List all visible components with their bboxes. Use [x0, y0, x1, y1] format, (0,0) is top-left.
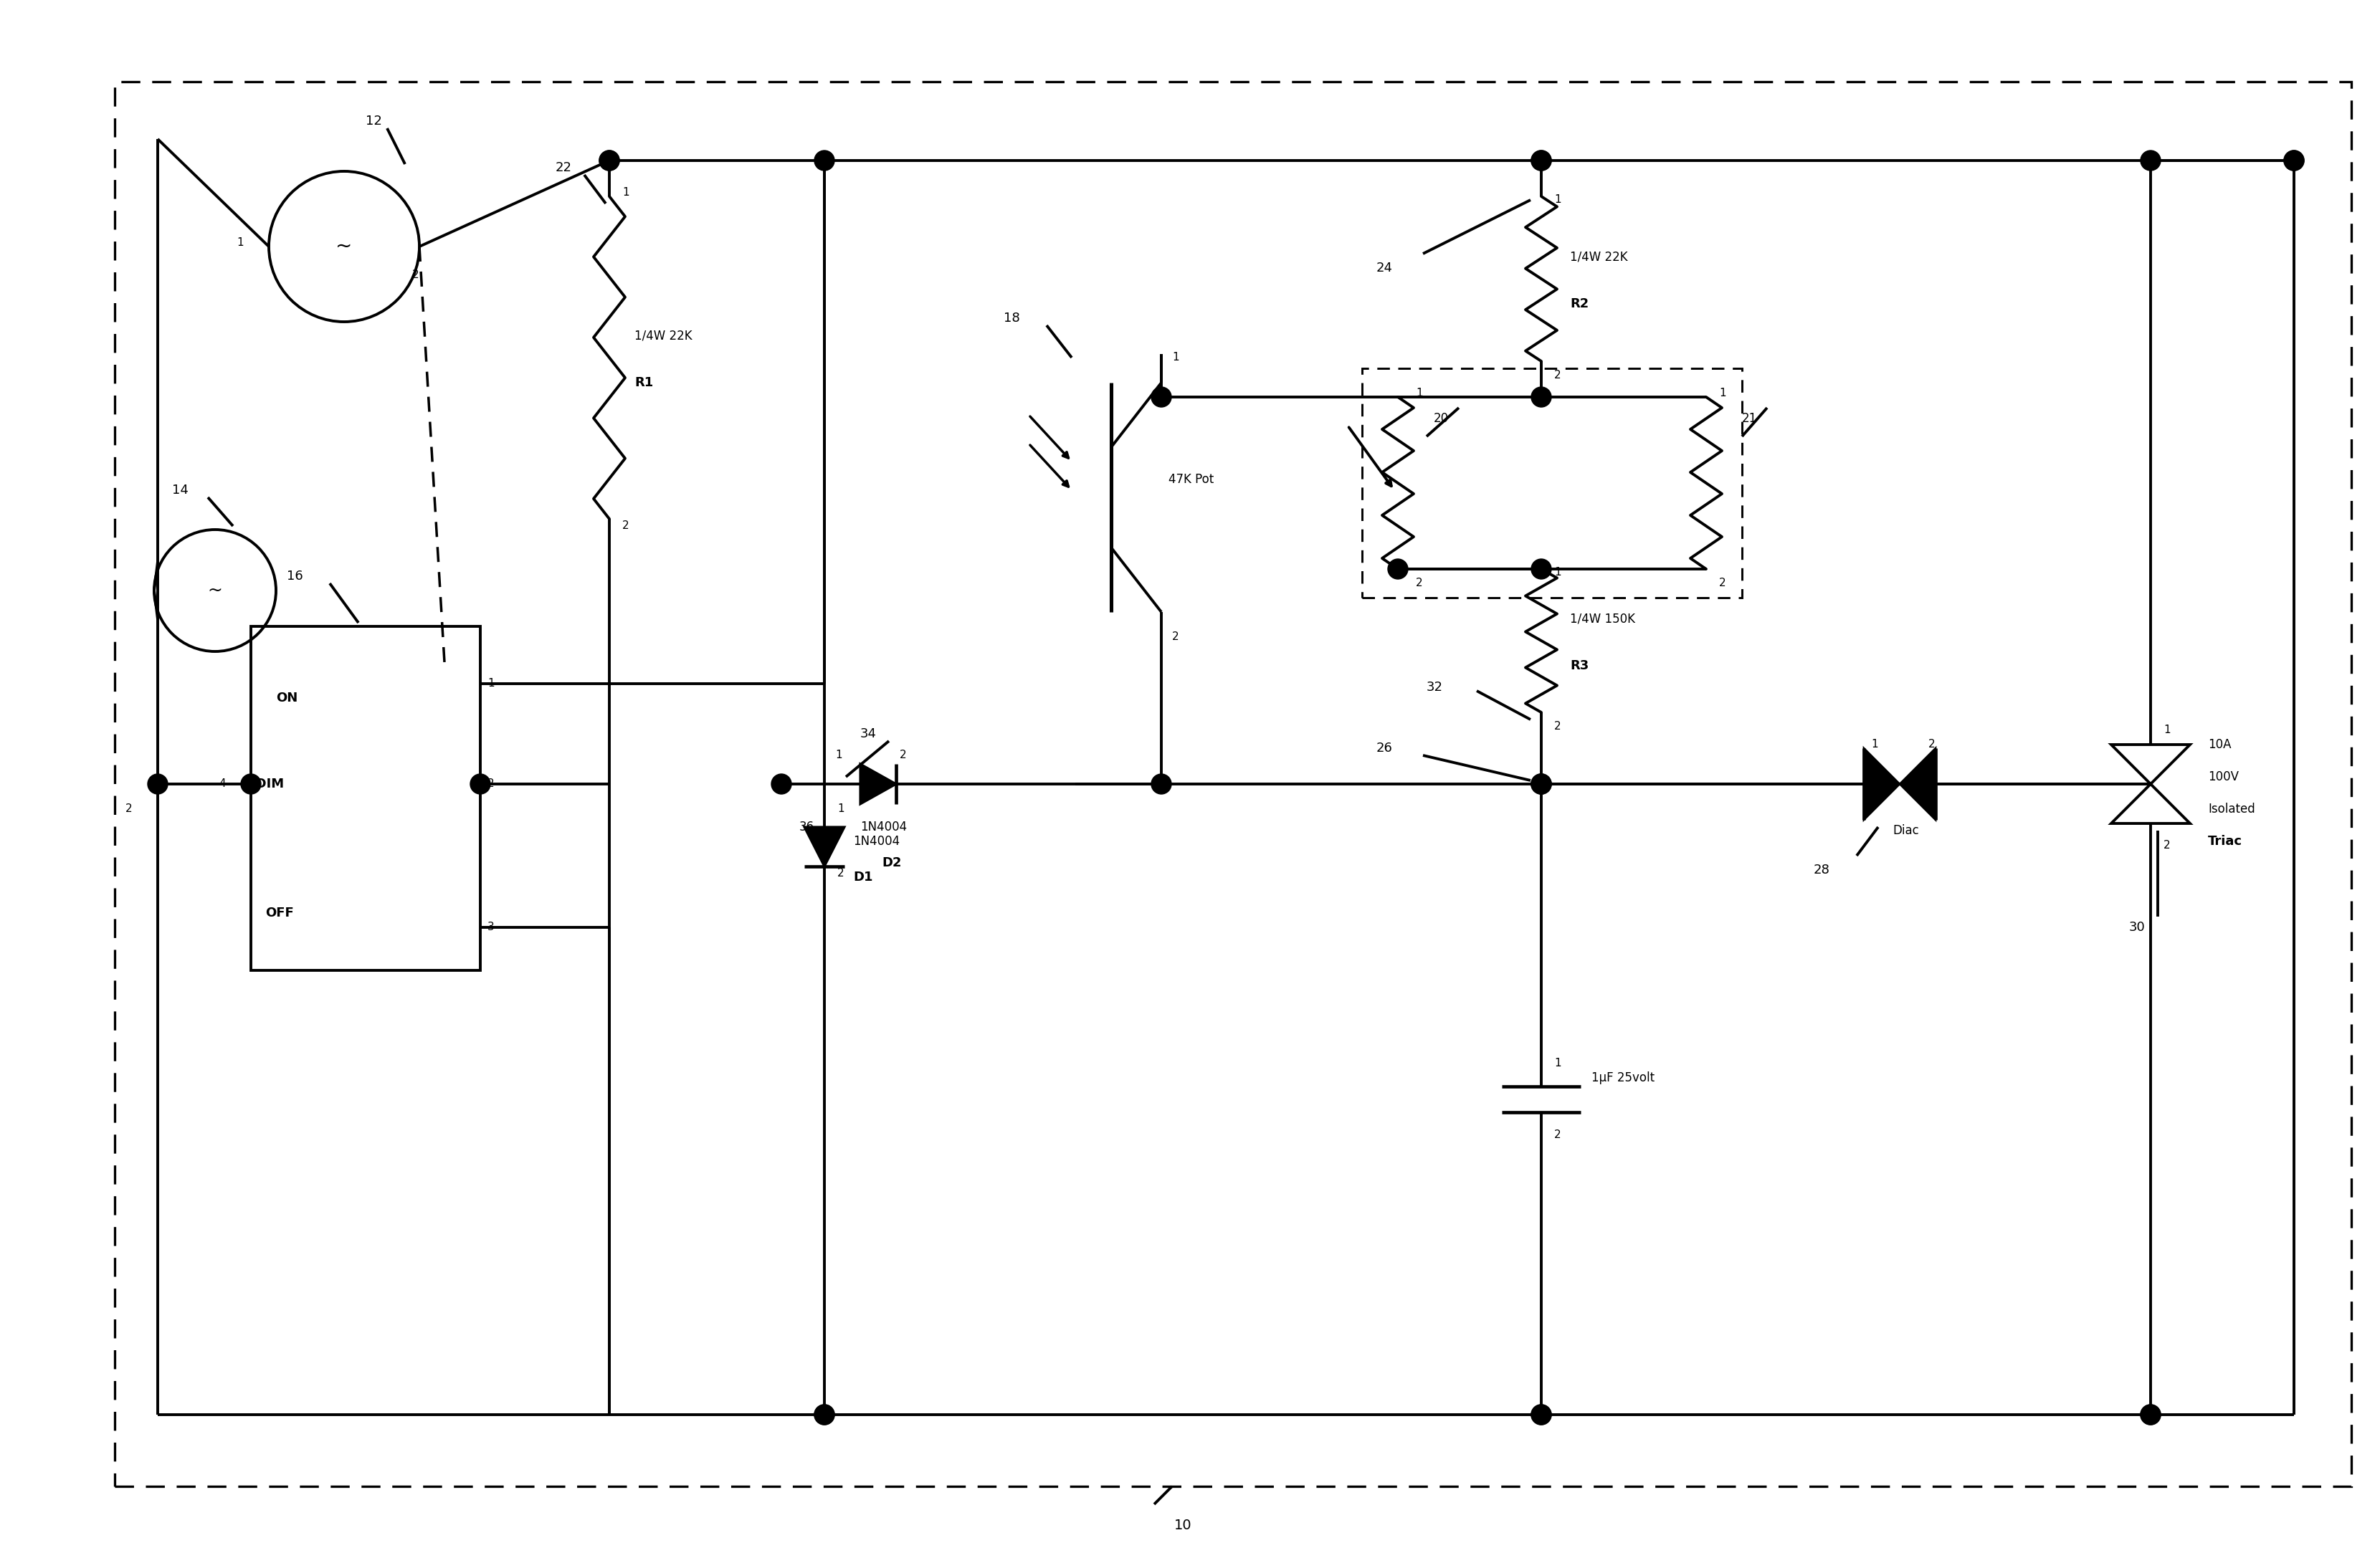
Text: 1: 1 [1554, 567, 1561, 578]
Text: 2: 2 [838, 868, 845, 879]
Text: 34: 34 [859, 728, 876, 740]
Text: 1μF 25volt: 1μF 25volt [1592, 1072, 1654, 1084]
Text: 2: 2 [1416, 578, 1423, 589]
Text: 1: 1 [2163, 724, 2171, 735]
Text: 22: 22 [555, 160, 571, 174]
Text: 1/4W 22K: 1/4W 22K [635, 330, 693, 343]
Text: Isolated: Isolated [2209, 802, 2256, 815]
Text: 2: 2 [488, 779, 495, 790]
Text: /DIM: /DIM [250, 777, 283, 790]
Text: 10A: 10A [2209, 738, 2230, 751]
Text: 2: 2 [412, 270, 419, 280]
Circle shape [1530, 774, 1552, 795]
Text: 2: 2 [126, 804, 133, 815]
Text: R2: R2 [1571, 298, 1590, 310]
Polygon shape [859, 763, 897, 804]
Circle shape [1530, 151, 1552, 170]
Text: 1/4W 150K: 1/4W 150K [1571, 612, 1635, 626]
Polygon shape [804, 827, 845, 866]
Text: 20: 20 [1433, 411, 1449, 425]
Text: 10: 10 [1173, 1519, 1192, 1533]
Text: 16: 16 [286, 570, 302, 583]
Text: 24: 24 [1376, 262, 1392, 274]
Text: 2: 2 [1554, 721, 1561, 732]
Text: D1: D1 [852, 871, 873, 883]
Text: D2: D2 [881, 857, 902, 869]
Text: 32: 32 [1426, 681, 1442, 693]
Circle shape [2140, 1405, 2161, 1424]
Text: 2: 2 [2163, 840, 2171, 851]
Polygon shape [1899, 748, 1935, 820]
Text: 2: 2 [1554, 1130, 1561, 1140]
Text: 1: 1 [236, 237, 243, 248]
Text: 1: 1 [1871, 738, 1878, 749]
Text: 30: 30 [2130, 921, 2144, 933]
Circle shape [814, 1405, 835, 1424]
Circle shape [1530, 774, 1552, 795]
Text: 1: 1 [621, 187, 628, 198]
Text: 1N4004: 1N4004 [852, 835, 900, 848]
Text: 1/4W 22K: 1/4W 22K [1571, 251, 1628, 263]
Circle shape [1152, 774, 1171, 795]
Text: 2: 2 [1718, 578, 1726, 589]
Circle shape [2285, 151, 2304, 170]
Circle shape [1388, 559, 1409, 580]
Text: ~: ~ [207, 583, 224, 600]
Circle shape [148, 774, 167, 795]
Text: 1: 1 [488, 678, 495, 689]
Circle shape [600, 151, 619, 170]
Circle shape [1152, 386, 1171, 407]
Circle shape [240, 774, 262, 795]
Text: ON: ON [276, 692, 298, 704]
Text: 3: 3 [488, 922, 495, 933]
Text: 2: 2 [1928, 738, 1935, 749]
Text: 18: 18 [1004, 312, 1021, 324]
Text: 1: 1 [1416, 388, 1423, 399]
Text: R1: R1 [635, 375, 652, 390]
Text: 1: 1 [1718, 388, 1726, 399]
Circle shape [814, 1405, 835, 1424]
Circle shape [1530, 774, 1552, 795]
Text: 1: 1 [835, 749, 843, 760]
Bar [250, 626, 481, 971]
Circle shape [1530, 1405, 1552, 1424]
Text: 28: 28 [1814, 863, 1830, 877]
Text: 2: 2 [900, 749, 907, 760]
Text: OFF: OFF [264, 907, 293, 919]
Text: 4: 4 [219, 779, 226, 790]
Polygon shape [1864, 748, 1899, 820]
Text: 100V: 100V [2209, 770, 2240, 784]
Text: Triac: Triac [2209, 835, 2242, 848]
Text: Diac: Diac [1892, 824, 1918, 837]
Text: 26: 26 [1376, 742, 1392, 754]
Text: 1: 1 [1554, 1058, 1561, 1069]
Circle shape [1530, 386, 1552, 407]
Text: 1N4004: 1N4004 [859, 821, 907, 834]
Text: R3: R3 [1571, 659, 1590, 671]
Text: 47K Pot: 47K Pot [1169, 474, 1214, 486]
Text: 2: 2 [621, 520, 628, 531]
Text: 1: 1 [838, 804, 845, 815]
Text: 12: 12 [367, 115, 383, 128]
Circle shape [2285, 151, 2304, 170]
Circle shape [1530, 1405, 1552, 1424]
Text: 1: 1 [1171, 352, 1178, 363]
Text: 14: 14 [171, 483, 188, 497]
Text: 36: 36 [800, 821, 814, 834]
Text: 1: 1 [1554, 195, 1561, 206]
Bar [1361, 368, 1742, 598]
Text: 2: 2 [1554, 371, 1561, 380]
Circle shape [2140, 151, 2161, 170]
Circle shape [600, 151, 619, 170]
Text: ~: ~ [336, 237, 352, 257]
Circle shape [2140, 1405, 2161, 1424]
Text: 2: 2 [1171, 631, 1178, 642]
Circle shape [814, 151, 835, 170]
Circle shape [771, 774, 793, 795]
Text: 21: 21 [1742, 411, 1756, 425]
Circle shape [1530, 151, 1552, 170]
Circle shape [1530, 559, 1552, 580]
Circle shape [471, 774, 490, 795]
